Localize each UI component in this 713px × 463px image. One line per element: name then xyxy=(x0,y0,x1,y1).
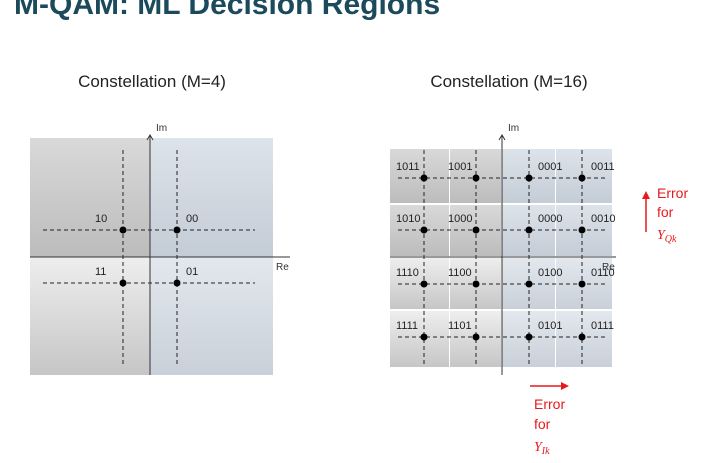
annotation-symbol: YQk xyxy=(657,228,677,245)
constellation-point xyxy=(578,174,586,182)
point-label: 1111 xyxy=(396,320,418,332)
point-label: 1001 xyxy=(448,161,472,173)
constellation-point xyxy=(119,226,127,234)
constellation-point xyxy=(173,279,181,287)
annotation-symbol: YIk xyxy=(534,440,550,457)
point-label: 01 xyxy=(186,266,198,278)
region xyxy=(390,311,449,367)
arrow-head xyxy=(561,382,569,390)
point-label: 0011 xyxy=(591,161,615,173)
axis-label: Im xyxy=(156,123,167,134)
point-label: 0101 xyxy=(538,320,562,332)
point-label: 0000 xyxy=(538,213,562,225)
region xyxy=(150,257,273,375)
constellation-point xyxy=(472,333,480,341)
constellation-point xyxy=(525,280,533,288)
constellation-point xyxy=(525,174,533,182)
point-label: 0010 xyxy=(591,213,615,225)
point-label: 1010 xyxy=(396,213,420,225)
constellation-point xyxy=(578,280,586,288)
annotation: for xyxy=(657,204,674,220)
annotation: Error xyxy=(534,396,565,412)
point-label: 0100 xyxy=(538,267,562,279)
constellation-point xyxy=(472,174,480,182)
constellation-point xyxy=(472,226,480,234)
arrow-head xyxy=(642,191,650,199)
panel-title: Constellation (M=4) xyxy=(78,72,226,91)
point-label: 1110 xyxy=(396,267,419,279)
point-label: 1000 xyxy=(448,213,472,225)
constellation-point xyxy=(472,280,480,288)
axis-label: Re xyxy=(276,262,289,273)
point-label: 0001 xyxy=(538,161,562,173)
constellation-point xyxy=(578,226,586,234)
slide-title: M-QAM: ML Decision Regions xyxy=(14,0,440,21)
region xyxy=(30,138,150,257)
annotation: for xyxy=(534,416,551,432)
region xyxy=(390,149,449,203)
axis-arrow xyxy=(146,134,154,141)
point-label: 0111 xyxy=(591,320,614,332)
constellation-point xyxy=(173,226,181,234)
point-label: 10 xyxy=(95,213,107,225)
point-label: 1101 xyxy=(448,320,472,332)
axis-label: Re xyxy=(602,262,615,273)
constellation-point xyxy=(420,280,428,288)
annotation: Error xyxy=(657,185,688,201)
point-label: 11 xyxy=(95,266,106,278)
panel-title: Constellation (M=16) xyxy=(430,72,587,91)
constellation-point xyxy=(420,174,428,182)
axis-label: Im xyxy=(508,123,519,134)
constellation-point xyxy=(525,226,533,234)
region xyxy=(30,257,150,375)
constellation-point xyxy=(119,279,127,287)
region xyxy=(150,138,273,257)
constellation-point xyxy=(578,333,586,341)
axis-arrow xyxy=(498,134,506,141)
point-label: 1100 xyxy=(448,267,472,279)
point-label: 0110 xyxy=(591,267,615,279)
point-label: 1011 xyxy=(396,161,420,173)
point-label: 00 xyxy=(186,213,198,225)
constellation-point xyxy=(420,226,428,234)
constellation-point xyxy=(420,333,428,341)
constellation-point xyxy=(525,333,533,341)
